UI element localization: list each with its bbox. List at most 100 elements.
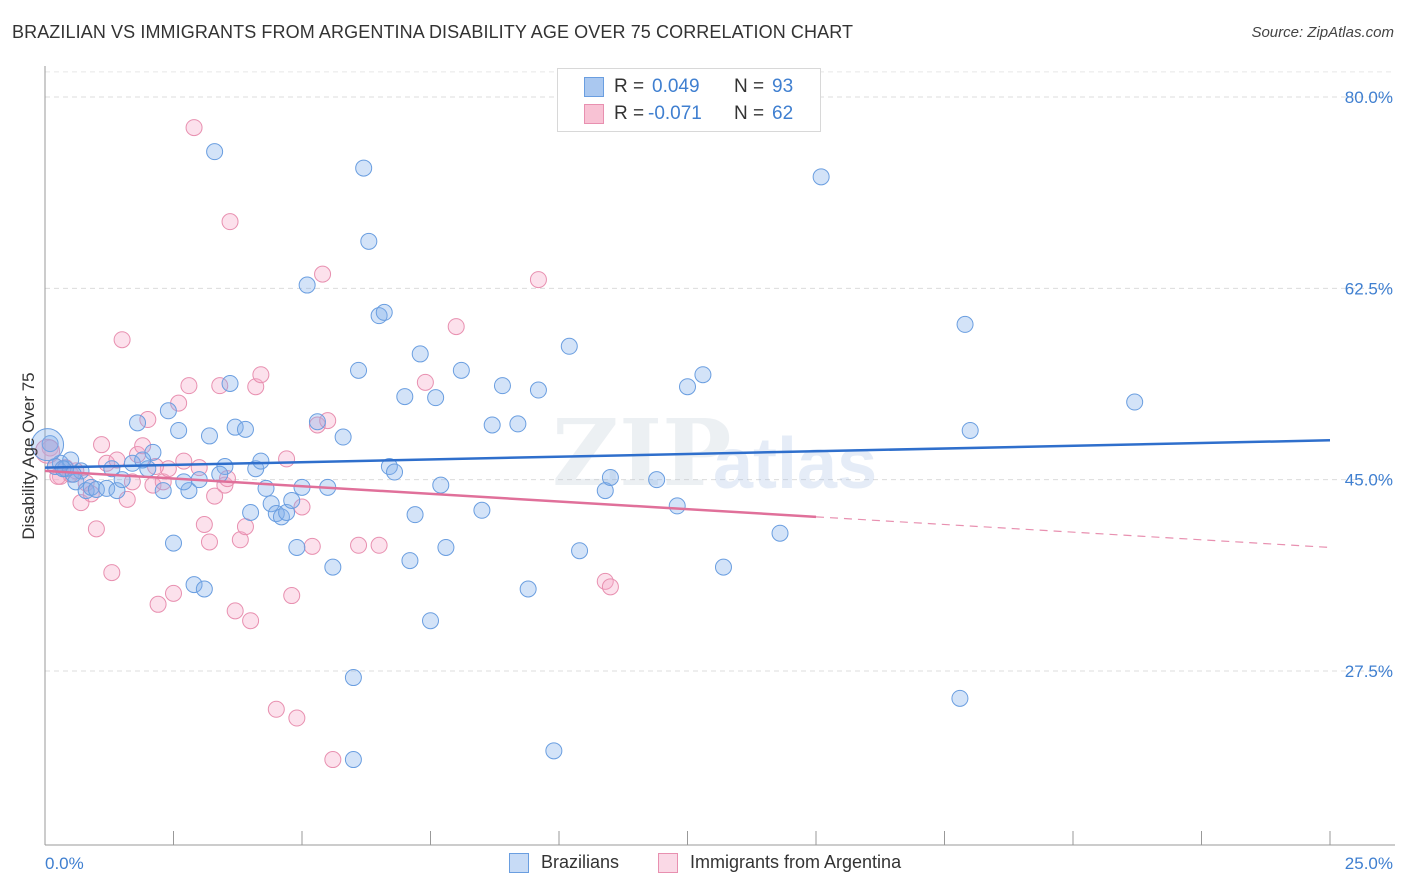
point-argentina	[601, 578, 619, 596]
point-brazilian	[324, 558, 342, 576]
point-argentina	[278, 450, 296, 468]
point-argentina	[242, 612, 260, 630]
trend-line-brazilians	[44, 439, 1331, 469]
point-brazilian	[812, 168, 830, 186]
x-tick-label-max: 25.0%	[1345, 854, 1393, 873]
point-brazilian	[679, 378, 696, 396]
point-brazilian	[529, 381, 547, 399]
legend-r-label: R =	[614, 103, 645, 124]
point-brazilian	[134, 451, 152, 469]
point-brazilian	[493, 377, 511, 395]
y-tick-label: 45.0%	[1345, 471, 1393, 490]
watermark-atlas: atlas	[713, 424, 877, 504]
legend-n-label: N =	[734, 76, 765, 97]
point-argentina	[185, 119, 203, 137]
point-brazilian	[180, 482, 198, 500]
legend-swatch-blue	[584, 77, 604, 97]
point-argentina	[324, 751, 342, 769]
point-brazilian	[262, 495, 280, 513]
point-argentina	[139, 411, 157, 429]
point-brazilian	[375, 303, 393, 321]
legend-r-label: R =	[614, 76, 645, 97]
point-brazilian	[437, 538, 455, 556]
point-brazilian	[571, 542, 589, 560]
point-argentina	[195, 515, 213, 533]
legend-n-value: 93	[772, 76, 794, 97]
legend-swatch-brazilians	[509, 853, 529, 873]
trend-line-argentina-extrapolated	[815, 516, 1331, 549]
point-brazilian	[159, 402, 177, 420]
point-argentina	[200, 533, 218, 551]
point-argentina	[314, 265, 332, 283]
point-argentina	[149, 595, 167, 613]
point-brazilian	[170, 421, 188, 439]
point-brazilian	[350, 361, 368, 379]
legend-r-value: -0.071	[648, 103, 702, 124]
point-brazilian	[452, 361, 470, 379]
legend-r-value: 0.049	[652, 76, 700, 97]
point-brazilian	[648, 471, 666, 489]
point-brazilian	[956, 315, 974, 333]
point-argentina	[180, 377, 198, 395]
point-argentina	[231, 531, 249, 549]
point-argentina	[288, 709, 306, 727]
point-brazilian-cluster	[31, 428, 65, 462]
legend-label-argentina: Immigrants from Argentina	[690, 852, 902, 872]
gridlines	[45, 71, 1395, 672]
point-brazilian	[714, 558, 732, 576]
point-brazilian	[560, 337, 578, 355]
point-argentina	[283, 587, 301, 605]
y-axis-label: Disability Age Over 75	[19, 372, 38, 539]
point-argentina	[103, 564, 121, 582]
point-argentina	[93, 436, 111, 454]
point-brazilian	[360, 232, 378, 250]
trend-lines	[44, 439, 1331, 549]
watermark: ZIP atlas	[552, 399, 877, 507]
point-brazilian	[509, 415, 527, 433]
point-brazilian	[226, 418, 244, 436]
point-argentina	[134, 437, 152, 455]
y-tick-label: 80.0%	[1345, 88, 1393, 107]
point-argentina	[175, 452, 193, 470]
point-brazilian	[308, 413, 326, 431]
x-tick-label-min: 0.0%	[45, 854, 84, 873]
tick-labels: 80.0% 62.5% 45.0% 27.5% 0.0% 25.0%	[45, 88, 1393, 873]
axes	[44, 66, 1395, 846]
point-brazilian	[288, 538, 306, 556]
point-brazilian	[175, 473, 193, 491]
point-argentina	[293, 498, 311, 516]
point-argentina	[206, 487, 224, 505]
legend-label-brazilians: Brazilians	[541, 852, 620, 872]
point-brazilian	[473, 501, 491, 519]
point-brazilian	[200, 427, 218, 445]
point-brazilian	[344, 669, 362, 687]
series-brazilians-points	[31, 143, 1144, 769]
point-brazilian	[154, 482, 172, 500]
point-brazilian	[596, 482, 614, 500]
point-brazilian	[401, 552, 419, 570]
point-argentina	[87, 520, 105, 538]
y-tick-label: 62.5%	[1345, 279, 1393, 298]
point-argentina	[447, 318, 465, 336]
point-brazilian	[386, 463, 404, 481]
point-argentina	[221, 213, 239, 231]
series-legend: Brazilians Immigrants from Argentina	[0, 852, 1406, 876]
point-argentina	[211, 377, 229, 395]
point-argentina	[236, 518, 254, 536]
point-brazilian	[694, 366, 712, 384]
legend-swatch-pink	[584, 104, 604, 124]
chart-title: BRAZILIAN VS IMMIGRANTS FROM ARGENTINA D…	[12, 22, 854, 42]
legend-n-label: N =	[734, 103, 765, 124]
point-brazilian	[355, 159, 373, 177]
point-brazilian	[406, 506, 424, 524]
point-argentina	[529, 271, 547, 289]
point-brazilian	[370, 307, 388, 325]
point-brazilian	[298, 276, 316, 294]
point-brazilian	[951, 689, 969, 707]
point-brazilian	[221, 374, 239, 392]
point-brazilian	[771, 524, 789, 542]
point-brazilian	[165, 534, 182, 552]
point-brazilian	[545, 742, 563, 760]
point-brazilian	[103, 460, 121, 478]
point-argentina	[252, 366, 270, 384]
